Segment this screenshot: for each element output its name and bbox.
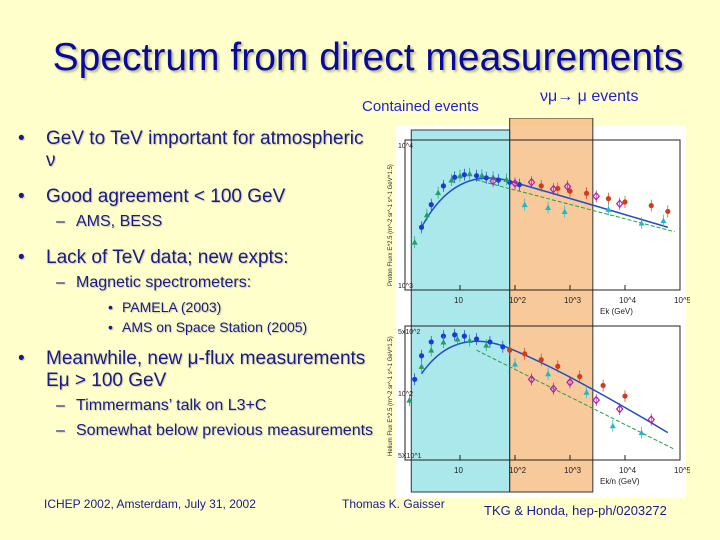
bullet-level-1: • Good agreement < 100 GeV bbox=[18, 186, 378, 208]
bullet-marker: – bbox=[56, 422, 65, 439]
bullet-level-1: • Meanwhile, new μ-flux measurements Eμ >… bbox=[18, 348, 378, 392]
bullet-marker: • bbox=[18, 186, 25, 207]
mu-events-frame bbox=[509, 117, 594, 493]
bullet-text: Good agreement < 100 GeV bbox=[46, 186, 286, 207]
bullet-level-2: – AMS, BESS bbox=[18, 212, 378, 231]
model-curve-dashed bbox=[476, 349, 675, 450]
bullet-marker: • bbox=[18, 348, 25, 369]
x-axis-title: Ek (GeV) bbox=[600, 307, 633, 316]
y-tick-label: 10^4 bbox=[398, 143, 413, 150]
y-tick-label: 5x10^2 bbox=[398, 329, 420, 336]
bullet-level-2: – Timmermans’ talk on L3+C bbox=[18, 396, 378, 415]
bullet-level-2: – Somewhat below previous measurements bbox=[18, 421, 378, 440]
contained-events-band bbox=[411, 130, 510, 492]
x-tick-label: 10^2 bbox=[509, 296, 527, 305]
bullet-text: Lack of TeV data; new expts: bbox=[46, 247, 289, 268]
x-tick-label: 10^4 bbox=[619, 466, 637, 475]
x-tick-label: 10^3 bbox=[564, 296, 582, 305]
y-axis-title: Helium Flux E^2.5 (m^-2 sr^-1 s^-1 GeV^1… bbox=[388, 336, 394, 456]
panel-frame bbox=[404, 139, 681, 291]
footer-conference: ICHEP 2002, Amsterdam, July 31, 2002 bbox=[44, 497, 256, 511]
x-tick-label: 10^5 bbox=[674, 296, 690, 305]
bullet-level-3: • PAMELA (2003) bbox=[18, 298, 378, 316]
slide-title: Spectrum from direct measurements bbox=[52, 36, 684, 79]
x-tick-label: 10^4 bbox=[619, 296, 637, 305]
bullet-marker: – bbox=[56, 397, 65, 414]
bullet-text: Timmermans’ talk on L3+C bbox=[76, 397, 267, 414]
x-tick-label: 10 bbox=[454, 296, 463, 305]
bullet-marker: – bbox=[56, 274, 65, 291]
x-tick-label: 10^3 bbox=[564, 466, 582, 475]
x-tick-label: 10 bbox=[454, 466, 463, 475]
y-tick-label: 5X10^1 bbox=[398, 453, 422, 460]
bullet-text: Meanwhile, new μ-flux measurements Eμ > … bbox=[46, 348, 366, 391]
model-curve bbox=[420, 340, 669, 434]
footer-reference: TKG & Honda, hep-ph/0203272 bbox=[484, 503, 667, 518]
x-tick-label: 10^5 bbox=[674, 466, 690, 475]
x-tick-label: 10^2 bbox=[509, 466, 527, 475]
bullet-text: AMS on Space Station (2005) bbox=[122, 319, 308, 335]
bullet-text: Somewhat below previous measurements bbox=[76, 422, 374, 439]
y-tick-label: 10^3 bbox=[398, 283, 413, 290]
panel-frame bbox=[404, 325, 681, 461]
bullet-level-3: • AMS on Space Station (2005) bbox=[18, 318, 378, 336]
bullet-list: • GeV to TeV important for atmospheric ν •… bbox=[18, 128, 378, 446]
y-axis-title: Proton Fluxx E^2.5 (m^-2 sr^-1 s^-1 GeV^… bbox=[388, 164, 394, 286]
bullet-text: GeV to TeV important for atmospheric ν bbox=[46, 128, 364, 171]
bullet-marker: • bbox=[18, 247, 25, 268]
bullet-marker: • bbox=[108, 299, 113, 315]
bullet-marker: • bbox=[18, 128, 25, 149]
bullet-level-1: • GeV to TeV important for atmospheric ν bbox=[18, 128, 378, 172]
mu-events-band bbox=[509, 118, 593, 492]
contained-events-label: Contained events bbox=[362, 98, 479, 115]
spectrum-plot: 10 10^2 10^3 10^4 10^5 10^4 10^3 Ek (GeV) Proton… bbox=[388, 117, 692, 498]
bullet-text: Magnetic spectrometers: bbox=[76, 274, 252, 291]
x-axis-title: Ek/n (GeV) bbox=[600, 477, 640, 486]
bullet-marker: • bbox=[108, 319, 113, 335]
bullet-marker: – bbox=[56, 213, 65, 230]
footer-author: Thomas K. Gaisser bbox=[342, 497, 445, 511]
bullet-text: AMS, BESS bbox=[76, 213, 163, 230]
bullet-text: PAMELA (2003) bbox=[122, 299, 222, 315]
spectrum-figure: 10 10^2 10^3 10^4 10^5 10^4 10^3 Ek (GeV) Proton… bbox=[360, 117, 692, 498]
mu-events-label: νμ→ μ events bbox=[540, 88, 639, 105]
bullet-level-2: – Magnetic spectrometers: bbox=[18, 273, 378, 292]
y-tick-label: 10^2 bbox=[398, 391, 413, 398]
bullet-level-1: • Lack of TeV data; new expts: bbox=[18, 247, 378, 269]
